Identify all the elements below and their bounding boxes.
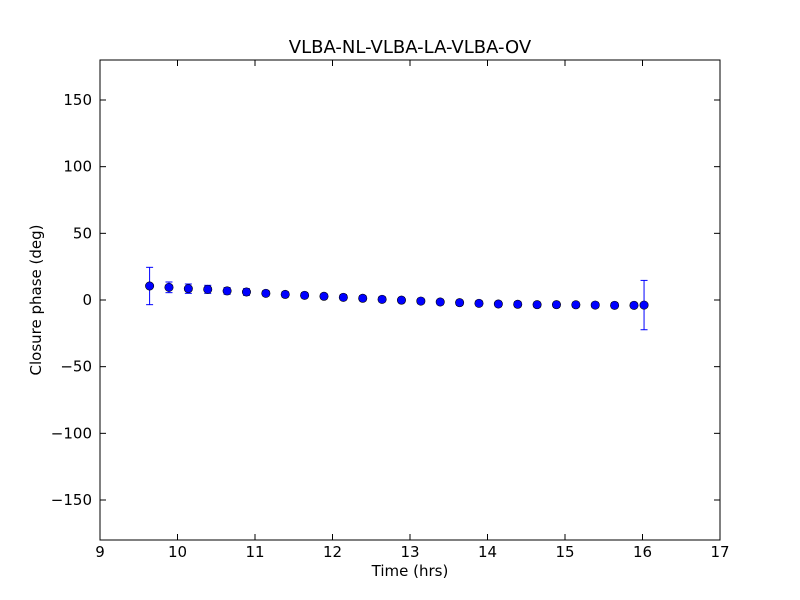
x-tick-label: 12 [323,543,342,561]
data-point [183,284,193,294]
x-tick-label: 17 [710,543,729,561]
x-tick-label: 9 [95,543,105,561]
x-tick-label: 10 [168,543,187,561]
x-axis: 9 10 11 12 13 14 15 16 17 [95,60,730,561]
data-points [145,281,649,310]
data-point [571,300,581,310]
y-axis-label: Closure phase (deg) [27,225,45,376]
chart-title: VLBA-NL-VLBA-LA-VLBA-OV [289,37,532,58]
data-point [358,293,368,303]
data-point [513,299,523,309]
y-tick-label: 50 [73,224,92,242]
y-tick-label: 100 [63,158,92,176]
x-tick-label: 11 [245,543,264,561]
x-tick-label: 16 [633,543,652,561]
data-point [241,287,251,297]
y-tick-label: −50 [60,358,92,376]
x-tick-label: 14 [478,543,497,561]
data-point [532,300,542,310]
data-point [396,295,406,305]
data-point [280,289,290,299]
data-point [639,300,649,310]
data-point [319,291,329,301]
data-point [590,300,600,310]
x-tick-label: 15 [555,543,574,561]
data-point [338,292,348,302]
data-point [455,298,465,308]
data-point [551,300,561,310]
data-point [300,290,310,300]
y-tick-label: −100 [51,424,92,442]
y-tick-label: 150 [63,91,92,109]
data-point [203,284,213,294]
data-point [377,294,387,304]
x-tick-label: 13 [400,543,419,561]
data-point [435,297,445,307]
data-point [474,298,484,308]
y-tick-label: −150 [51,491,92,509]
data-point [222,286,232,296]
y-axis: −150 −100 −50 0 50 100 150 [51,91,720,509]
data-point [145,281,155,291]
data-point [416,296,426,306]
data-point [261,288,271,298]
data-point [629,300,639,310]
x-axis-label: Time (hrs) [371,562,449,580]
data-point [610,300,620,310]
data-point [493,299,503,309]
data-point [164,282,174,292]
y-tick-label: 0 [82,291,92,309]
